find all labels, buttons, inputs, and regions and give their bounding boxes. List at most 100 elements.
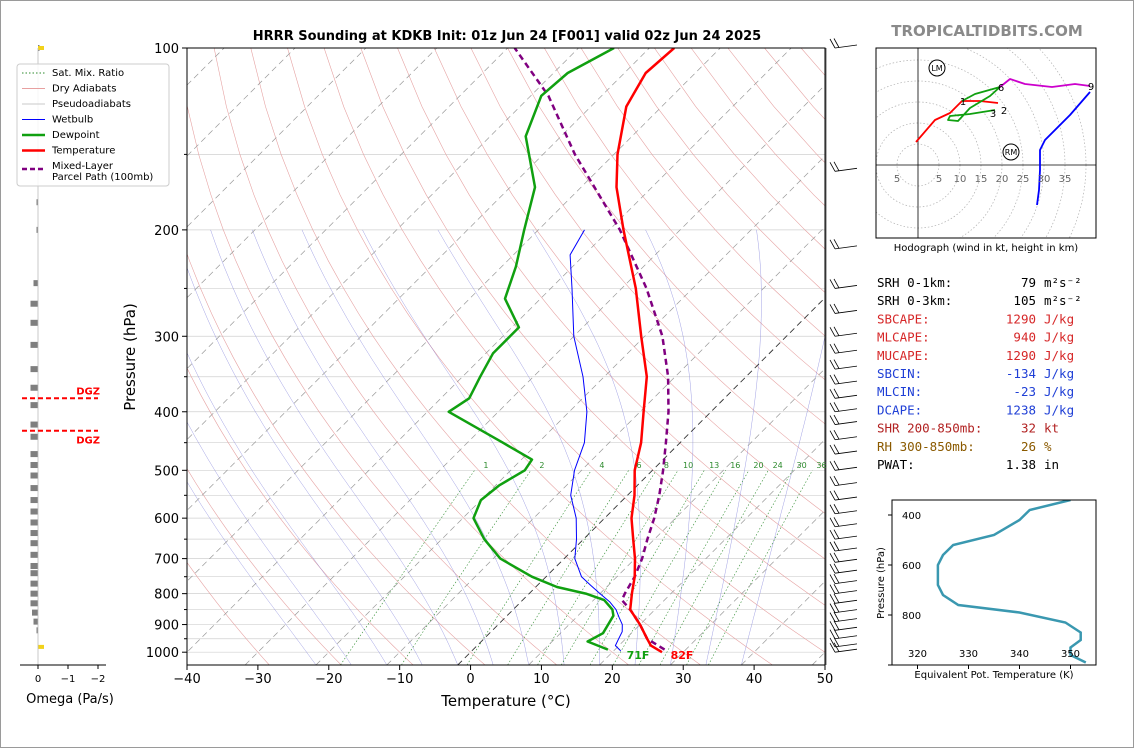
index-row: MUCAPE: 1290 J/kg xyxy=(877,348,1074,363)
legend-label: Mixed-Layer xyxy=(52,161,114,172)
theta-e-x-tick-label: 330 xyxy=(959,649,978,660)
wind-barb-flag xyxy=(833,611,840,622)
index-label: SRH 0-1km: xyxy=(877,275,952,290)
mixing-ratio-label: 30 xyxy=(797,461,807,470)
legend-label: Dewpoint xyxy=(52,130,100,141)
index-label: SRH 0-3km: xyxy=(877,293,952,308)
skewed-isotherms xyxy=(187,48,825,665)
x-tick-label: 50 xyxy=(817,672,834,687)
wind-barb-flag xyxy=(829,621,836,631)
theta-e-x-tick-label: 320 xyxy=(908,649,927,660)
wind-barb-flag xyxy=(833,563,840,573)
wind-barb-flag xyxy=(833,629,840,639)
index-row: MLCIN: -23 J/kg xyxy=(877,384,1074,399)
wind-barb-flag xyxy=(829,629,836,639)
pseudoadiabat xyxy=(362,229,565,665)
hodograph-segment xyxy=(1036,91,1091,206)
theta-e-x-label: Equivalent Pot. Temperature (K) xyxy=(914,670,1073,681)
wind-barb-flag xyxy=(829,304,836,314)
wind-barb-flag xyxy=(829,239,836,250)
indices-table: SRH 0-1km: 79 m²s⁻² SRH 0-3km: 105 m²s⁻² SBCAP… xyxy=(877,275,1082,472)
legend-box xyxy=(16,63,170,187)
hodograph-ring-label: 35 xyxy=(1059,174,1072,185)
omega-bar xyxy=(30,485,38,492)
mixing-ratio-line xyxy=(613,470,726,665)
hodograph-height-labels: 1 23 6 9 xyxy=(960,82,1094,120)
theta-e-x-tick-label: 350 xyxy=(1061,649,1080,660)
theta-e-y-tick-label: 800 xyxy=(902,611,921,622)
omega-bar xyxy=(30,590,38,597)
isotherm-line xyxy=(457,297,825,665)
wind-barb-flag xyxy=(833,583,840,594)
x-axis-ticks: −40 −30 −20 −10 0 10 20 30 40 50 xyxy=(173,665,833,687)
wind-barb-flag xyxy=(833,637,840,647)
hodograph-panel: 5 5 10 15 20 25 30 35 1 23 6 9 LM RM Hodograph (wi… xyxy=(875,47,1097,254)
index-row: RH 300-850mb: 26% xyxy=(877,439,1052,454)
wind-barb-flag xyxy=(829,637,836,648)
hodograph-ring-label: 30 xyxy=(1038,174,1051,185)
index-unit: m²s⁻² xyxy=(1044,293,1082,308)
hodograph-height-label: 6 xyxy=(998,83,1004,94)
wind-barb-flag xyxy=(829,461,836,471)
dry-adiabat xyxy=(213,48,629,665)
hodograph-rings xyxy=(876,48,1096,238)
wind-barb-flag xyxy=(829,563,836,574)
omega-bars xyxy=(30,45,44,649)
index-value: 1.38 xyxy=(1006,457,1036,472)
wind-barb-flag xyxy=(829,415,836,425)
hodograph-ring-label: 15 xyxy=(975,174,988,185)
wind-barb-flag xyxy=(829,402,836,412)
skewt-frame xyxy=(186,47,826,666)
wind-barb-flag xyxy=(829,389,836,399)
dry-adiabat xyxy=(507,48,825,425)
index-row: MLCAPE: 940 J/kg xyxy=(877,330,1074,345)
temperature-line xyxy=(615,48,676,654)
omega-bar xyxy=(33,280,38,287)
index-value: 1290 xyxy=(1006,311,1036,326)
isotherm-line xyxy=(315,155,825,665)
wind-barb-flag xyxy=(829,430,836,440)
site-watermark: TROPICALTIDBITS.COM xyxy=(891,22,1083,40)
hodograph-height-label: 9 xyxy=(1088,82,1094,93)
hodograph-ring-label: 5 xyxy=(894,174,900,185)
legend-label: Sat. Mix. Ratio xyxy=(52,68,124,79)
y-tick-label: 900 xyxy=(154,619,179,634)
x-tick-label: 20 xyxy=(604,672,621,687)
omega-bar xyxy=(30,462,38,469)
index-row: SRH 0-1km: 79 m²s⁻² xyxy=(877,275,1082,290)
omega-bar xyxy=(32,609,38,616)
svg-text:LM: LM xyxy=(931,64,942,73)
chart-title: HRRR Sounding at KDKB Init: 01z Jun 24 [… xyxy=(253,29,761,44)
pseudoadiabat xyxy=(187,421,352,665)
index-value: -23 xyxy=(1013,384,1036,399)
hodograph-caption: Hodograph (wind in kt, height in km) xyxy=(894,243,1079,254)
index-row: SBCIN: -134 J/kg xyxy=(877,366,1074,381)
dry-adiabat xyxy=(187,367,414,665)
wind-barb-flag xyxy=(833,602,840,613)
y-tick-label: 300 xyxy=(154,330,179,345)
omega-bar xyxy=(30,402,38,409)
y-tick-label: 800 xyxy=(154,588,179,603)
isotherm-line xyxy=(244,84,825,665)
hodograph-trace xyxy=(915,78,1091,206)
mixing-ratio-line xyxy=(340,470,475,665)
wind-barb-flag xyxy=(833,593,840,603)
wind-barb-flag xyxy=(829,344,836,354)
wind-barb-flag xyxy=(833,303,840,314)
omega-bar xyxy=(33,618,38,625)
index-label: SHR 200-850mb: xyxy=(877,421,982,436)
theta-e-y-tick-label: 600 xyxy=(902,561,921,572)
wind-barb-flag xyxy=(829,279,836,289)
index-value: 1238 xyxy=(1006,402,1036,417)
left-mover-marker: LM xyxy=(928,59,946,77)
y-tick-label: 200 xyxy=(154,224,179,239)
wind-barb-flag xyxy=(833,326,840,336)
wetbulb-line xyxy=(569,229,623,652)
mixing-ratio-label: 10 xyxy=(683,461,693,470)
omega-bar xyxy=(30,580,38,587)
y-axis-label: Pressure (hPa) xyxy=(121,303,139,411)
isotherm-line xyxy=(187,48,721,582)
index-unit: J/kg xyxy=(1044,330,1074,345)
dry-adiabat xyxy=(433,48,825,514)
x-tick-label: 30 xyxy=(675,672,692,687)
